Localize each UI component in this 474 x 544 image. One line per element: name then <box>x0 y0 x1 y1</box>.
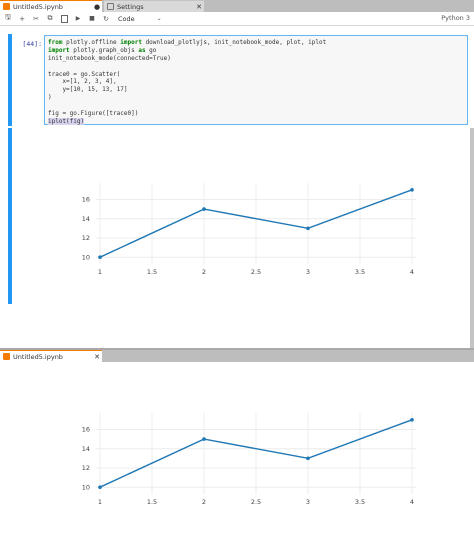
code-line: y=[10, 15, 13, 17] <box>48 86 128 94</box>
x-tick-label: 3.5 <box>355 268 365 276</box>
data-point <box>410 188 414 192</box>
add-cell-button[interactable]: + <box>16 13 28 25</box>
restart-icon: ↻ <box>103 14 109 23</box>
series-line <box>99 189 413 258</box>
y-tick-label: 16 <box>82 426 90 434</box>
settings-icon <box>107 3 114 10</box>
add-cell-icon: + <box>19 14 25 23</box>
cell-type-value: Code <box>118 14 135 23</box>
code-text: download_plotlyjs, init_notebook_mode, p… <box>141 39 327 46</box>
plotly-chart-1[interactable]: 1 1.5 2 2.5 3 3.5 4 10 12 14 16 <box>50 180 450 280</box>
data-point <box>202 437 206 441</box>
run-button[interactable]: ▶ <box>72 13 84 25</box>
paste-icon <box>60 14 68 23</box>
copy-icon: ⧉ <box>47 14 53 22</box>
code-line: from plotly.offline import download_plot… <box>48 39 464 47</box>
tab-label: Untitled5.ipynb <box>13 2 63 11</box>
restart-button[interactable]: ↻ <box>100 13 112 25</box>
code-line: trace0 = go.Scatter( <box>48 70 121 78</box>
unsaved-dot-icon[interactable]: ● <box>93 2 101 11</box>
x-tick-label: 3.5 <box>355 498 365 506</box>
paste-button[interactable] <box>58 13 70 25</box>
notebook-toolbar: 🖫 + ✂ ⧉ ▶ ■ ↻ Code ⌄ Python 3 <box>0 12 474 26</box>
chevron-down-icon: ⌄ <box>156 15 162 22</box>
window-divider <box>0 348 474 350</box>
keyword: import <box>120 39 142 46</box>
code-line: ) <box>48 94 52 102</box>
cell-type-select[interactable]: Code ⌄ <box>118 15 162 23</box>
x-tick-label: 4 <box>410 268 414 276</box>
tab-untitled5[interactable]: Untitled5.ipynb ✕ <box>0 350 102 362</box>
stop-icon: ■ <box>89 15 95 22</box>
x-tick-label: 3 <box>306 268 310 276</box>
data-point <box>98 255 102 259</box>
x-tick-label: 2 <box>202 498 206 506</box>
y-tick-label: 14 <box>82 215 90 223</box>
code-line: init_notebook_mode(connected=True) <box>48 54 171 62</box>
x-tick-label: 1 <box>98 498 102 506</box>
y-tick-label: 10 <box>82 253 90 261</box>
code-editor[interactable]: from plotly.offline import download_plot… <box>44 35 468 125</box>
code-text: plotly.graph_objs <box>69 46 139 54</box>
output-cell-marker[interactable] <box>8 128 12 304</box>
tab-label: Settings <box>117 2 144 11</box>
stop-button[interactable]: ■ <box>86 13 98 25</box>
keyword: from <box>48 39 63 46</box>
x-tick-label: 3 <box>306 498 310 506</box>
close-icon[interactable]: ✕ <box>196 2 202 11</box>
code-line <box>48 102 464 110</box>
x-tick-label: 2.5 <box>251 268 261 276</box>
tab-label: Untitled5.ipynb <box>13 352 63 361</box>
tab-untitled5[interactable]: Untitled5.ipynb ● <box>0 0 102 12</box>
x-tick-label: 1.5 <box>147 498 157 506</box>
active-cell-marker[interactable] <box>8 34 12 126</box>
y-tick-label: 16 <box>82 196 90 204</box>
copy-button[interactable]: ⧉ <box>44 13 56 25</box>
code-line: iplot(fig) <box>48 117 464 126</box>
tab-bar: Untitled5.ipynb ● Settings ✕ <box>0 0 474 12</box>
cut-icon: ✂ <box>33 14 39 23</box>
keyword: as <box>138 46 146 54</box>
y-tick-label: 12 <box>82 234 90 242</box>
notebook-icon <box>3 3 10 10</box>
code-text: go <box>145 46 157 54</box>
data-point <box>306 456 310 461</box>
close-icon[interactable]: ✕ <box>94 352 100 361</box>
x-tick-label: 2.5 <box>251 498 261 506</box>
code-line: import plotly.graph_objs as go <box>48 47 464 55</box>
y-tick-label: 12 <box>82 464 90 472</box>
code-line: fig = go.Figure([trace0]) <box>48 110 139 118</box>
cut-button[interactable]: ✂ <box>30 13 42 25</box>
code-text: plotly.offline <box>66 39 121 46</box>
scrollbar[interactable] <box>470 128 474 348</box>
tab-settings[interactable]: Settings ✕ <box>104 0 204 12</box>
save-icon: 🖫 <box>5 13 11 21</box>
y-tick-label: 10 <box>82 483 90 491</box>
tab-bar-2: Untitled5.ipynb ✕ <box>0 350 474 362</box>
x-tick-label: 1.5 <box>147 268 157 276</box>
data-point <box>98 485 102 489</box>
series-line <box>99 419 413 488</box>
data-point <box>410 418 414 422</box>
data-point <box>306 226 310 231</box>
plotly-chart-2[interactable]: 1 1.5 2 2.5 3 3.5 4 10 12 14 16 <box>50 410 450 510</box>
notebook-icon <box>3 353 10 360</box>
x-tick-label: 2 <box>202 268 206 276</box>
kernel-name[interactable]: Python 3 <box>441 14 470 22</box>
code-line <box>48 63 464 71</box>
save-button[interactable]: 🖫 <box>2 13 14 25</box>
x-tick-label: 1 <box>98 268 102 276</box>
selected-text: iplot(fig) <box>48 117 85 125</box>
run-icon: ▶ <box>75 15 81 22</box>
x-tick-label: 4 <box>410 498 414 506</box>
keyword: import <box>48 46 70 54</box>
code-line: x=[1, 2, 3, 4], <box>48 78 117 86</box>
data-point <box>202 207 206 211</box>
y-tick-label: 14 <box>82 445 90 453</box>
execution-count: [44]: <box>22 40 42 48</box>
